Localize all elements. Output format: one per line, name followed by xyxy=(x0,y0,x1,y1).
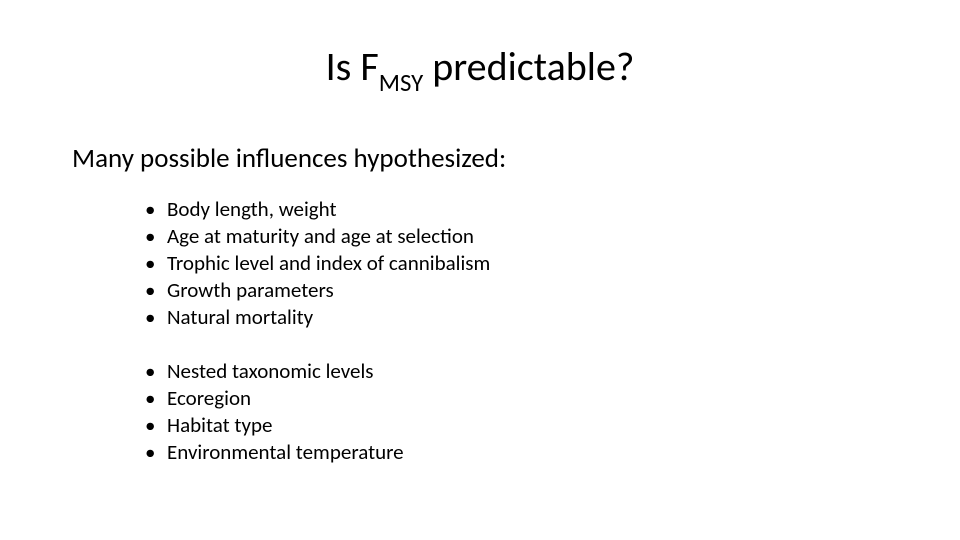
slide-title: Is FMSY predictable? xyxy=(0,42,960,96)
list-item: Nested taxonomic levels xyxy=(145,358,404,385)
list-item: Trophic level and index of cannibalism xyxy=(145,250,490,277)
list-item: Body length, weight xyxy=(145,196,490,223)
list-item: Ecoregion xyxy=(145,385,404,412)
title-post: predictable? xyxy=(423,42,634,91)
list-item: Age at maturity and age at selection xyxy=(145,223,490,250)
bullet-group-1: Body length, weight Age at maturity and … xyxy=(145,196,490,330)
bullet-group-2: Nested taxonomic levels Ecoregion Habita… xyxy=(145,358,404,466)
slide: Is FMSY predictable? Many possible influ… xyxy=(0,0,960,540)
title-subscript: MSY xyxy=(379,67,423,98)
list-item: Habitat type xyxy=(145,412,404,439)
title-pre: Is F xyxy=(326,42,379,91)
list-item: Natural mortality xyxy=(145,304,490,331)
slide-subtitle: Many possible influences hypothesized: xyxy=(72,142,506,175)
list-item: Growth parameters xyxy=(145,277,490,304)
list-item: Environmental temperature xyxy=(145,439,404,466)
